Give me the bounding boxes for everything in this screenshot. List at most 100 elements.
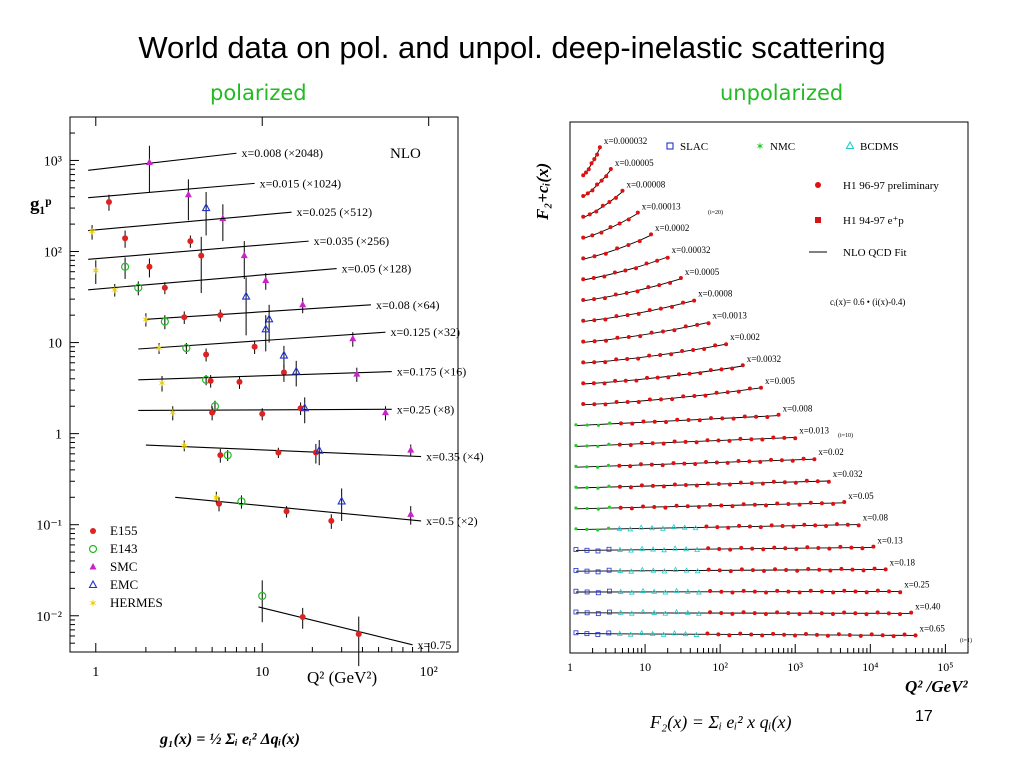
- bin-label: x=0.00032: [672, 245, 711, 255]
- data-point: [775, 501, 780, 506]
- data-point: [714, 390, 719, 395]
- legend-label: E155: [110, 523, 137, 538]
- data-point: [625, 400, 630, 405]
- data-point: [650, 483, 655, 488]
- data-point: [607, 484, 611, 488]
- data-point: [280, 369, 287, 376]
- data-point: [592, 339, 597, 344]
- data-point: [830, 612, 835, 617]
- data-point: [381, 408, 389, 416]
- y-tick-label: 10³: [44, 154, 62, 169]
- data-point: [573, 630, 579, 636]
- data-point: [853, 611, 858, 616]
- data-point: [606, 526, 611, 530]
- data-point: [644, 261, 649, 266]
- data-point: [259, 410, 266, 417]
- data-point: [758, 459, 763, 464]
- data-point: ✶: [212, 492, 221, 504]
- data-point: [591, 276, 596, 280]
- data-point: [815, 479, 820, 484]
- data-point: [649, 462, 654, 467]
- legend-label: NLO QCD Fit: [843, 247, 907, 259]
- data-point: [786, 502, 791, 507]
- data-point: [587, 212, 592, 217]
- data-point: ✶: [91, 265, 100, 277]
- data-point: [603, 251, 608, 256]
- legend-label: H1 94-97 e⁺p: [843, 215, 904, 227]
- formula-f2: F₂(x) = Σᵢ eᵢ² x qᵢ(x): [649, 712, 791, 733]
- data-point: [740, 363, 745, 368]
- data-point: ✶: [168, 408, 177, 420]
- data-point: [738, 480, 743, 485]
- data-point: [655, 258, 660, 263]
- data-point: [617, 609, 624, 615]
- data-point: [812, 457, 817, 462]
- data-point: [719, 367, 724, 372]
- ci-annotation: cᵢ(x)= 0.6 • (i(x)-0.4): [830, 297, 905, 307]
- data-point: [584, 547, 590, 553]
- data-point: [299, 300, 307, 308]
- page-number: 17: [915, 708, 933, 725]
- data-point: [407, 446, 415, 453]
- data-point: [801, 456, 806, 461]
- data-point: [693, 631, 700, 637]
- data-point: [608, 421, 612, 425]
- data-point: [584, 610, 590, 616]
- data-point: [161, 284, 168, 291]
- data-point: [838, 544, 843, 549]
- data-point: [664, 419, 669, 424]
- data-point: [681, 524, 688, 530]
- data-point: [617, 442, 622, 447]
- data-point: [791, 524, 796, 529]
- data-point: [649, 630, 656, 636]
- fit-curve: [88, 211, 292, 232]
- data-point: [666, 375, 671, 380]
- data-point: [853, 589, 858, 594]
- fit-curve: [583, 343, 727, 364]
- bin-label: x=0.013: [799, 425, 829, 435]
- data-point: [696, 589, 702, 595]
- legend-label: SMC: [110, 559, 137, 574]
- bin-label: x=0.13: [877, 535, 903, 545]
- data-point: [591, 381, 596, 386]
- data-point: [134, 283, 143, 292]
- data-point: [241, 291, 251, 300]
- fit-curve: [138, 371, 392, 381]
- fit-curve: [583, 365, 743, 385]
- data-point: [668, 280, 673, 285]
- data-point: [574, 444, 578, 448]
- data-point: [673, 608, 680, 615]
- data-point: [581, 360, 586, 365]
- legend-marker: [88, 544, 98, 554]
- data-point: [897, 612, 902, 617]
- data-point: [887, 589, 892, 594]
- data-point: [670, 397, 675, 402]
- data-point: [808, 610, 813, 615]
- data-point: [771, 631, 776, 636]
- data-point: [604, 174, 609, 179]
- data-point: [858, 633, 863, 638]
- data-point: [685, 504, 690, 509]
- data-point: [661, 568, 668, 574]
- data-point: [628, 610, 635, 616]
- x-tick-label: 10: [255, 665, 269, 680]
- bin-label: x=0.125 (×32): [390, 325, 460, 339]
- data-point: [704, 524, 709, 529]
- bin-label: x=0.0002: [655, 223, 689, 233]
- data-point: [655, 375, 660, 380]
- data-point: [595, 548, 601, 554]
- data-point: [794, 546, 799, 551]
- data-point: [122, 235, 129, 242]
- data-point: [831, 590, 836, 595]
- data-point: [659, 397, 664, 402]
- data-point: [671, 461, 676, 466]
- data-point: [573, 547, 579, 552]
- data-point: [684, 609, 691, 615]
- data-point: [752, 502, 757, 507]
- data-point: [596, 507, 600, 511]
- bin-label: x=0.75: [418, 638, 452, 652]
- data-point: [585, 527, 589, 532]
- data-point: [704, 460, 709, 465]
- data-point: [607, 588, 612, 594]
- data-point: [749, 632, 754, 637]
